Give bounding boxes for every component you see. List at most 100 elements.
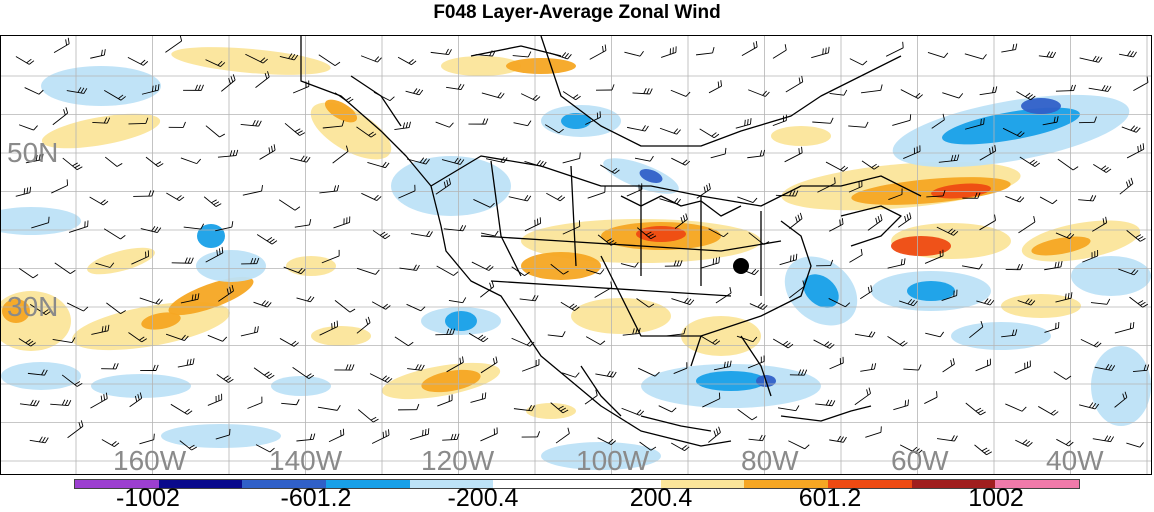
wind-barb — [748, 90, 769, 97]
wind-barb — [437, 266, 459, 275]
wind-shading-patch — [1, 362, 81, 390]
wind-barb — [1039, 51, 1056, 57]
wind-barb — [901, 90, 923, 99]
wind-barb — [849, 249, 862, 262]
wind-shading-patch — [196, 250, 266, 282]
wind-barb — [431, 49, 452, 55]
wind-barb — [789, 213, 802, 229]
wind-shading-patch — [170, 42, 331, 80]
map-canvas — [1, 36, 1152, 475]
wind-barb — [638, 368, 659, 376]
wind-barb — [886, 42, 903, 56]
wind-barb — [1020, 157, 1040, 167]
wind-shading-patch — [85, 242, 158, 279]
wind-barb — [522, 359, 539, 371]
wind-barb — [1119, 51, 1136, 57]
wind-barb — [660, 128, 681, 134]
wind-barb — [218, 150, 238, 157]
wind-barb — [50, 400, 71, 406]
wind-barb — [139, 434, 154, 444]
wind-shading-patch — [1021, 98, 1061, 114]
wind-barb — [924, 391, 937, 403]
wind-barb — [480, 427, 497, 441]
wind-barb — [357, 268, 379, 274]
wind-barb — [888, 258, 905, 268]
wind-barb — [63, 158, 83, 170]
wind-barb — [481, 231, 498, 236]
colorbar-label: -601.2 — [281, 484, 352, 512]
wind-barb — [398, 57, 416, 64]
wind-shading-patch — [1001, 294, 1081, 318]
wind-shading-patch — [526, 403, 576, 419]
wind-barb — [1081, 339, 1101, 347]
wind-barb — [860, 285, 872, 298]
lon-label-40w: 40W — [1046, 446, 1104, 475]
wind-barb — [696, 47, 714, 55]
station-marker[interactable] — [733, 258, 749, 274]
wind-barb — [140, 365, 158, 371]
wind-barb — [1040, 197, 1057, 204]
wind-barb — [888, 336, 908, 346]
lat-label-50n: 50N — [7, 138, 58, 168]
wind-barb — [54, 38, 69, 53]
wind-barb — [53, 107, 68, 124]
wind-barb — [738, 409, 757, 419]
wind-barb — [241, 326, 258, 336]
wind-barb — [865, 426, 881, 437]
wind-barb — [588, 186, 605, 198]
wind-barb — [749, 435, 766, 441]
wind-barb — [468, 119, 487, 125]
wind-shading-patch — [506, 58, 576, 74]
wind-barb — [372, 302, 390, 310]
wind-shading-patch — [41, 66, 161, 106]
wind-barb — [257, 235, 277, 245]
wind-barb — [141, 226, 161, 232]
wind-barb — [469, 333, 488, 341]
wind-barb — [318, 405, 340, 410]
wind-barb — [563, 152, 581, 162]
wind-barb — [590, 45, 606, 60]
wind-barb — [128, 57, 148, 65]
wind-barb — [514, 121, 531, 126]
wind-barb — [358, 409, 378, 422]
wind-barb — [737, 197, 757, 203]
wind-barb — [937, 435, 957, 441]
wind-barb — [293, 80, 309, 93]
map-panel[interactable]: 50N 30N 160W 140W 120W 100W 80W 60W 40W — [0, 35, 1152, 475]
wind-barb — [1093, 436, 1114, 442]
wind-barb — [595, 282, 612, 298]
wind-barb — [785, 147, 803, 162]
wind-barb — [622, 408, 644, 415]
wind-barb — [208, 335, 227, 341]
wind-barb — [361, 193, 381, 200]
wind-barb — [30, 437, 49, 443]
wind-barb — [708, 427, 720, 443]
wind-barb — [661, 46, 676, 57]
wind-barb — [285, 123, 305, 135]
wind-barb — [868, 214, 882, 230]
lon-label-80w: 80W — [741, 446, 799, 475]
wind-barb — [407, 304, 426, 311]
wind-barb — [621, 262, 638, 267]
wind-shading-patch — [521, 252, 601, 280]
wind-barb — [627, 125, 648, 131]
wind-barb — [1115, 322, 1134, 333]
wind-barb — [509, 195, 531, 201]
wind-barb — [372, 429, 389, 443]
wind-barb — [1001, 44, 1016, 52]
wind-barb — [361, 56, 381, 62]
wind-barb — [1091, 299, 1110, 304]
wind-barb — [942, 93, 962, 98]
lon-label-60w: 60W — [891, 446, 949, 475]
wind-barb — [407, 364, 424, 370]
wind-barb — [241, 120, 262, 126]
wind-barb — [860, 363, 875, 371]
wind-barb — [624, 51, 643, 56]
wind-barb — [90, 197, 108, 205]
wind-barb — [335, 300, 355, 312]
wind-barb — [449, 297, 466, 302]
wind-barb — [1130, 297, 1148, 307]
wind-barb — [395, 337, 413, 346]
wind-barb — [334, 364, 354, 370]
wind-barb — [965, 54, 987, 59]
